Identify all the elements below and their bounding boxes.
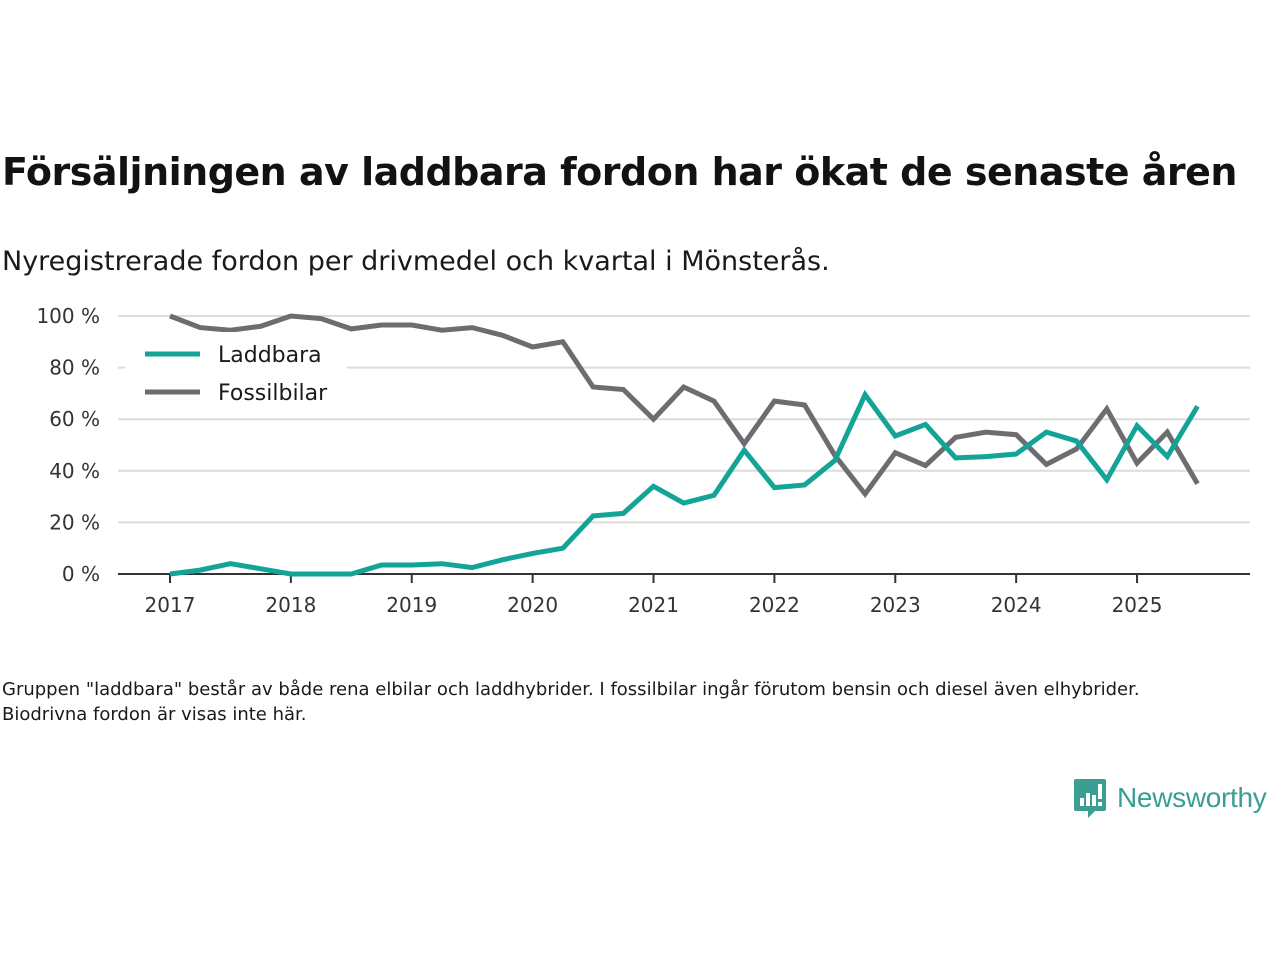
y-tick-label: 20 %: [49, 510, 100, 534]
x-tick-label: 2023: [870, 593, 921, 617]
x-tick-label: 2018: [265, 593, 316, 617]
x-tick-label: 2025: [1112, 593, 1163, 617]
chart-title: Försäljningen av laddbara fordon har öka…: [2, 150, 1237, 194]
newsworthy-logo[interactable]: Newsworthy: [1073, 776, 1267, 820]
y-tick-label: 40 %: [49, 459, 100, 483]
x-axis: 2017 2018 2019 2020 2021 2022 2023 2024 2025: [118, 573, 1250, 617]
legend-label-laddbara: Laddbara: [218, 343, 322, 368]
series-lines: [169, 313, 1200, 577]
logo-text: Newsworthy: [1117, 782, 1267, 813]
y-tick-label: 80 %: [49, 356, 100, 380]
y-tick-label: 0 %: [62, 562, 100, 586]
line-chart: 0 % 20 % 40 % 60 % 80 % 100 % 2017 2018 2019 202…: [36, 304, 1250, 617]
x-tick-label: 2022: [749, 593, 800, 617]
series-line-laddbara: [169, 389, 1200, 577]
x-tick-label: 2019: [386, 593, 437, 617]
legend-label-fossilbilar: Fossilbilar: [218, 381, 328, 406]
y-tick-label: 100 %: [36, 304, 100, 328]
x-tick-label: 2020: [507, 593, 558, 617]
y-tick-label: 60 %: [49, 407, 100, 431]
chart-subtitle: Nyregistrerade fordon per drivmedel och …: [2, 246, 830, 277]
legend-background: [125, 332, 347, 414]
x-tick-label: 2024: [991, 593, 1042, 617]
x-tick-label: 2017: [145, 593, 196, 617]
x-tick-label: 2021: [628, 593, 679, 617]
footnote: Gruppen "laddbara" består av både rena e…: [2, 679, 1140, 725]
bar-chart-speech-bubble-icon: [1074, 779, 1106, 818]
legend: Laddbara Fossilbilar: [125, 332, 347, 414]
y-axis: 0 % 20 % 40 % 60 % 80 % 100 %: [36, 304, 100, 586]
